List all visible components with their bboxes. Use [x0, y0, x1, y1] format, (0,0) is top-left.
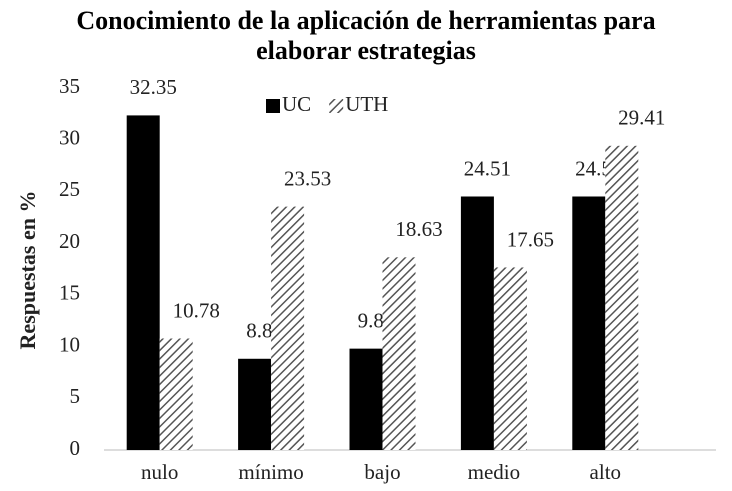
bar — [572, 196, 606, 450]
bar — [382, 257, 416, 450]
bar — [159, 338, 193, 450]
bar — [460, 196, 494, 450]
x-tick-label: alto — [590, 460, 622, 484]
value-label: 17.65 — [507, 227, 554, 251]
bar — [271, 206, 305, 450]
y-tick-label: 35 — [59, 74, 80, 98]
bar — [605, 145, 639, 450]
legend-label: UC — [282, 92, 311, 116]
chart-title: Conocimiento de la aplicación de herrami… — [76, 6, 656, 65]
bar — [238, 358, 272, 450]
value-label: 32.35 — [130, 75, 177, 99]
value-label: 10.78 — [173, 298, 220, 322]
bar — [349, 348, 383, 450]
value-label: 18.63 — [395, 217, 442, 241]
x-tick-label: nulo — [141, 460, 178, 484]
legend-swatch — [329, 99, 344, 113]
value-label: 24.51 — [464, 156, 511, 180]
legend-label: UTH — [345, 92, 388, 116]
bar — [493, 267, 527, 450]
x-tick-label: medio — [468, 460, 521, 484]
legend-swatch — [266, 99, 280, 113]
value-label: 23.53 — [284, 166, 331, 190]
bar — [126, 115, 160, 450]
y-tick-label: 5 — [70, 384, 81, 408]
y-tick-label: 25 — [59, 177, 80, 201]
y-tick-label: 15 — [59, 281, 80, 305]
y-tick-label: 30 — [59, 126, 80, 150]
y-tick-label: 20 — [59, 229, 80, 253]
y-axis-label: Respuestas en % — [15, 191, 40, 350]
x-tick-label: bajo — [364, 460, 400, 484]
value-label: 29.41 — [618, 106, 665, 130]
y-tick-label: 10 — [59, 332, 80, 356]
x-tick-label: mínimo — [238, 460, 303, 484]
y-tick-label: 0 — [70, 436, 81, 460]
